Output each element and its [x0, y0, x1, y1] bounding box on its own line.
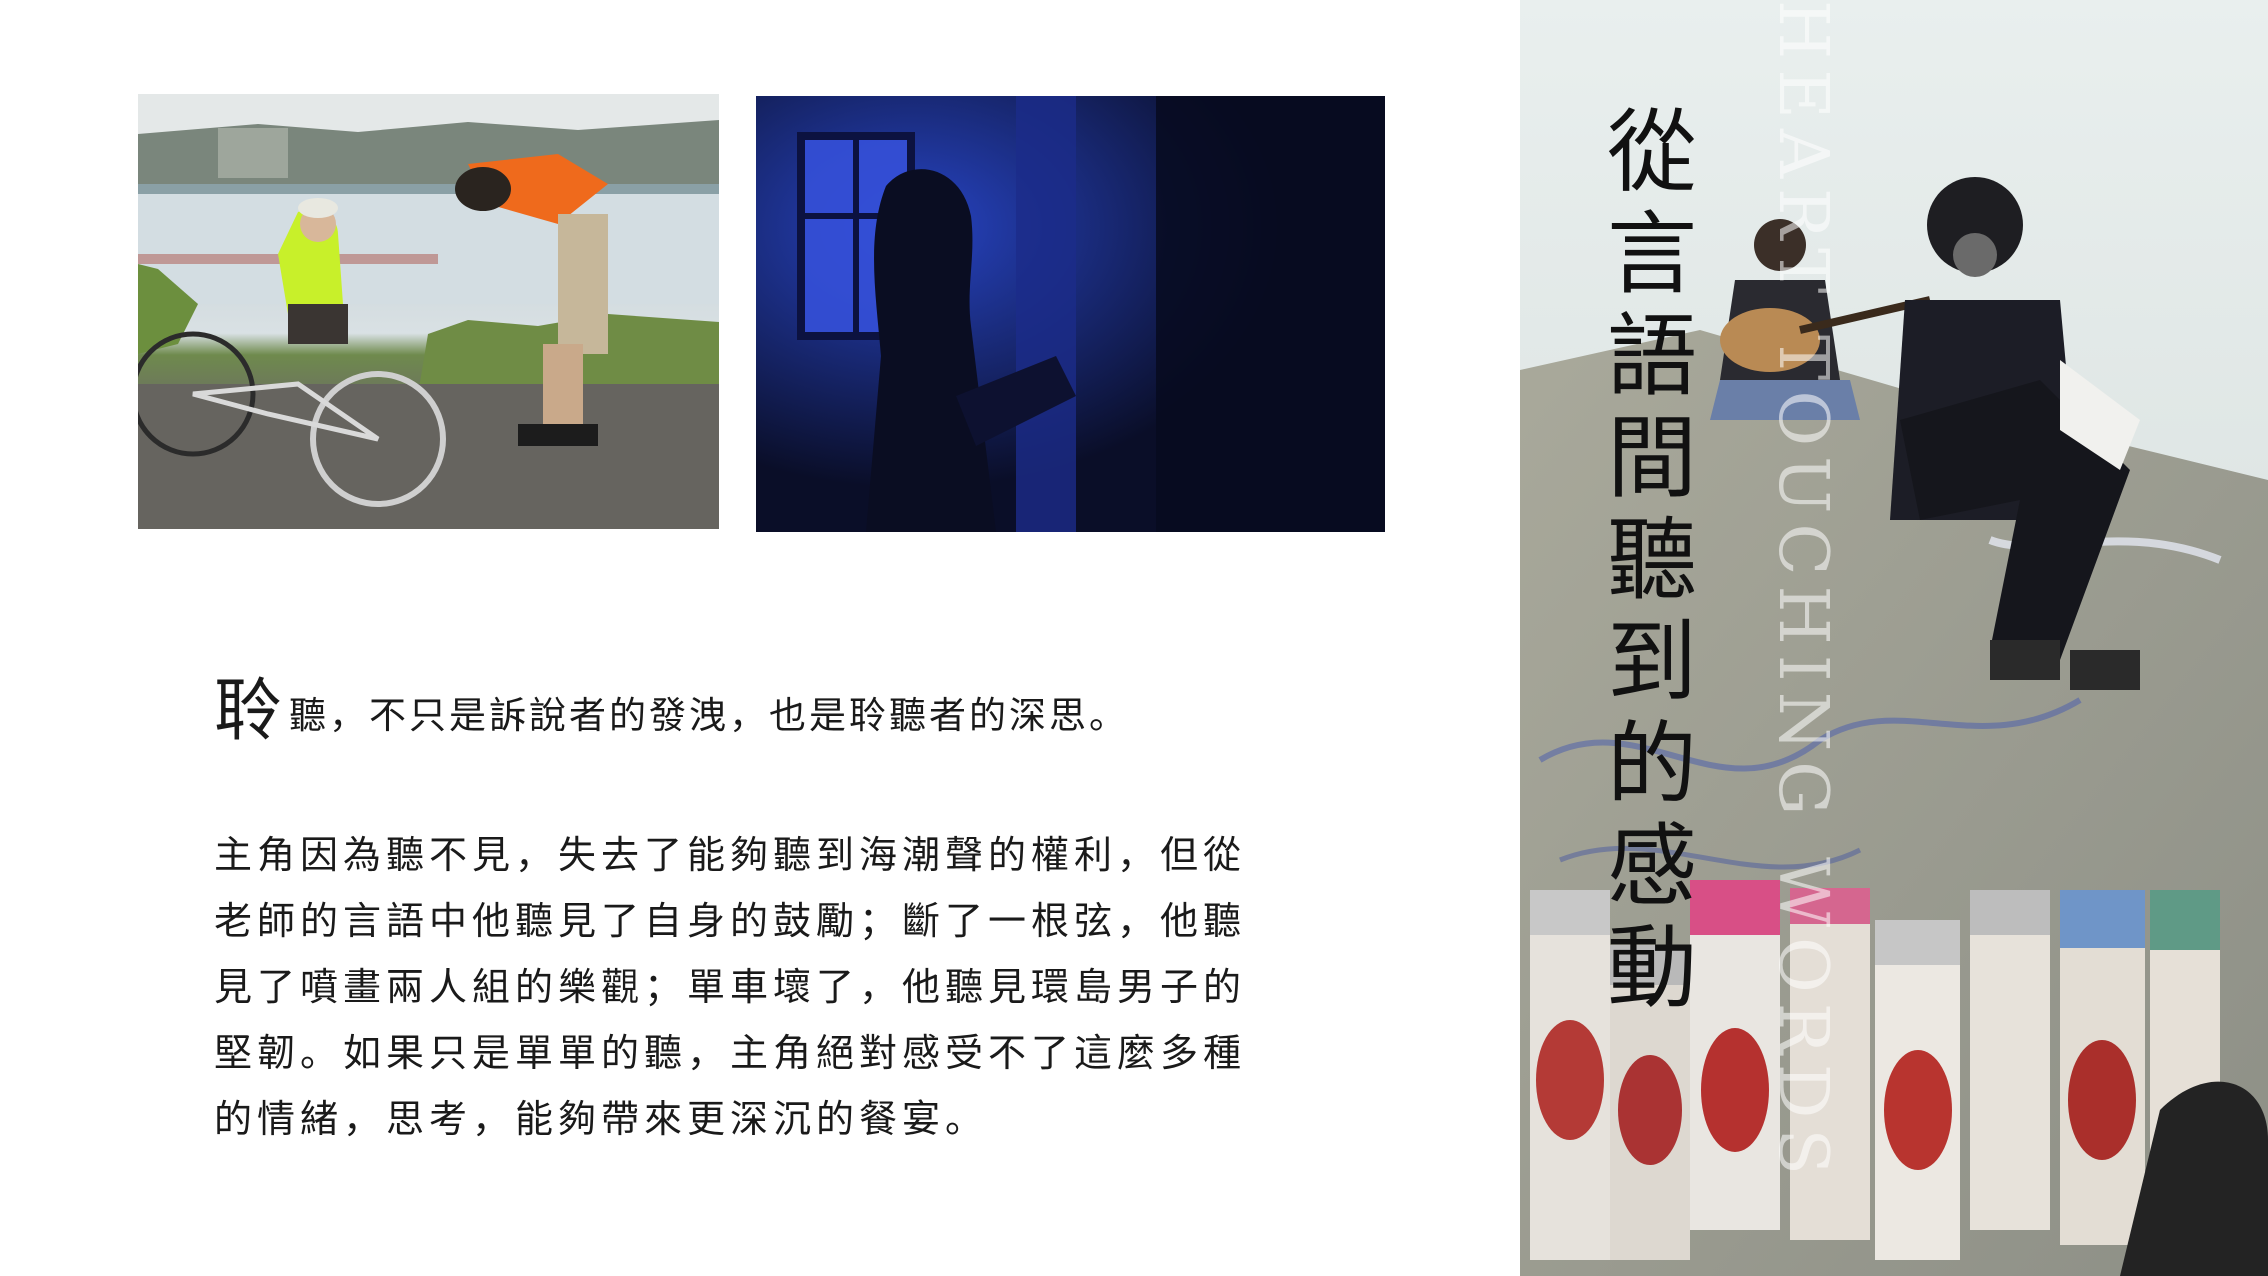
headline: 聆聽，不只是訴說者的發洩，也是聆聽者的深思。 — [214, 672, 1334, 752]
title-char: 動 — [1607, 916, 1697, 1021]
title-char: 間 — [1607, 406, 1697, 511]
headline-text: 聽，不只是訴說者的發洩，也是聆聽者的深思。 — [289, 694, 1130, 737]
photo-dark-interior — [756, 96, 1385, 532]
poster-photo — [1520, 0, 2268, 1276]
poster-panel: HEART TOUCHING WORDS 從 言 語 間 聽 到 的 感 動 — [1520, 0, 2268, 1276]
title-char: 言 — [1607, 202, 1697, 307]
body-line: 的情緒，思考，能夠帶來更深沉的餐宴。 — [214, 1097, 989, 1141]
body-line: 堅韌。如果只是單單的聽，主角絕對感受不了這麼多種 — [214, 1031, 1247, 1075]
drop-cap: 聆 — [214, 672, 286, 751]
title-char: 的 — [1607, 712, 1697, 817]
photo-cyclists — [138, 94, 719, 529]
body-line: 見了噴畫兩人組的樂觀；單車壞了，他聽見環島男子的 — [214, 965, 1247, 1009]
title-char: 語 — [1607, 304, 1697, 409]
body-line: 老師的言語中他聽見了自身的鼓勵；斷了一根弦，他聽 — [214, 899, 1247, 943]
title-char: 感 — [1607, 814, 1697, 919]
title-char: 到 — [1607, 610, 1697, 715]
body-paragraph: 主角因為聽不見，失去了能夠聽到海潮聲的權利，但從 老師的言語中他聽見了自身的鼓勵… — [214, 822, 1324, 1152]
body-line: 主角因為聽不見，失去了能夠聽到海潮聲的權利，但從 — [214, 833, 1247, 877]
title-char: 從 — [1607, 100, 1697, 205]
watermark-text: HEART TOUCHING WORDS — [1763, 0, 1842, 1186]
vertical-title: 從 言 語 間 聽 到 的 感 動 — [1602, 108, 1702, 1026]
title-char: 聽 — [1607, 508, 1697, 613]
